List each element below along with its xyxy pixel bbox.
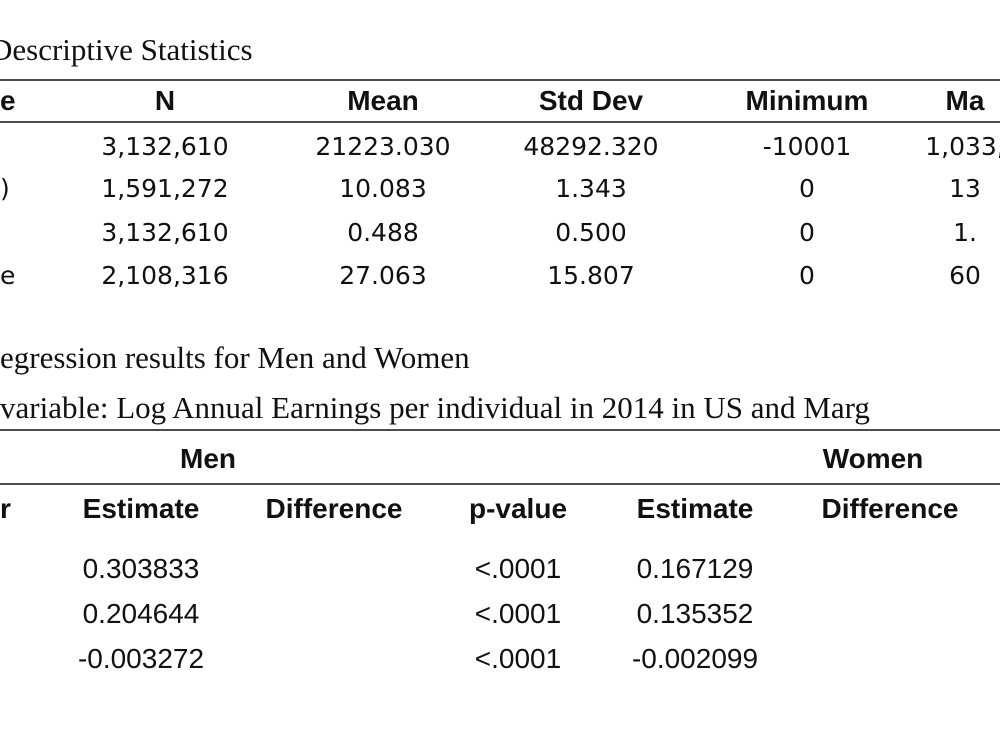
column-header: e	[0, 85, 16, 116]
cell: -10001	[763, 132, 852, 161]
cell: 0	[799, 261, 815, 290]
column-header: Difference	[822, 493, 959, 524]
cell: 1,033,	[925, 132, 1000, 161]
cell: <.0001	[475, 598, 561, 629]
cell: 27.063	[339, 261, 426, 290]
column-header: p-value	[469, 493, 567, 524]
cell: 0	[799, 218, 815, 247]
column-header: Ma	[946, 85, 985, 116]
cell: 13	[949, 174, 981, 203]
cell: 21223.030	[315, 132, 450, 161]
cell: 15.807	[547, 261, 634, 290]
column-header: Estimate	[637, 493, 754, 524]
cell: 0	[799, 174, 815, 203]
cell: 0.204644	[83, 598, 200, 629]
cell: -0.003272	[78, 643, 204, 674]
cell: 3,132,610	[101, 132, 228, 161]
column-header: Mean	[347, 85, 419, 116]
row-label: )	[0, 174, 10, 203]
group-header: Women	[823, 443, 924, 474]
cell: <.0001	[475, 643, 561, 674]
cell: 1.343	[555, 174, 627, 203]
column-header: r	[0, 493, 11, 524]
column-header: Minimum	[746, 85, 869, 116]
cell: 3,132,610	[101, 218, 228, 247]
cell: 1,591,272	[101, 174, 228, 203]
cell: 60	[949, 261, 981, 290]
cell: <.0001	[475, 553, 561, 584]
cell: 2,108,316	[101, 261, 228, 290]
cell: 1.	[953, 218, 977, 247]
cell: 10.083	[339, 174, 426, 203]
column-header: Std Dev	[539, 85, 644, 116]
cell: 0.135352	[637, 598, 754, 629]
group-header: Men	[180, 443, 236, 474]
table-title: egression results for Men and Women	[0, 340, 470, 375]
column-header: Estimate	[83, 493, 200, 524]
cell: 48292.320	[523, 132, 658, 161]
cell: 0.500	[555, 218, 627, 247]
row-label: e	[0, 261, 15, 290]
table-title: Descriptive Statistics	[0, 32, 253, 67]
cell: 0.488	[347, 218, 419, 247]
cell: -0.002099	[632, 643, 758, 674]
cell: 0.303833	[83, 553, 200, 584]
column-header: N	[155, 85, 175, 116]
column-header: Difference	[266, 493, 403, 524]
cell: 0.167129	[637, 553, 754, 584]
table-subtitle: variable: Log Annual Earnings per indivi…	[0, 390, 870, 425]
